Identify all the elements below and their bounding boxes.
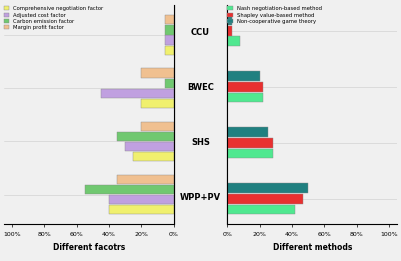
Bar [227,205,295,215]
Bar [227,138,273,148]
Bar [117,132,174,141]
Bar [141,68,174,78]
Legend: Nash negotiation-based method, Shapley value-based method, Non-cooperative game : Nash negotiation-based method, Shapley v… [227,6,322,24]
Bar [117,175,174,184]
Bar [141,99,174,108]
Text: CCU: CCU [191,28,210,37]
X-axis label: Different methods: Different methods [273,243,352,252]
Bar [166,25,174,35]
Bar [227,194,303,204]
Bar [141,122,174,131]
Bar [227,93,263,102]
Bar [227,82,263,92]
Bar [227,149,273,158]
Text: WPP+PV: WPP+PV [180,193,221,201]
Bar [227,26,232,36]
Bar [125,142,174,151]
Bar [101,89,174,98]
Bar [227,37,240,46]
Text: BWEC: BWEC [187,83,214,92]
Bar [166,15,174,25]
Bar [166,79,174,88]
Bar [109,195,174,204]
Bar [227,15,232,25]
Bar [227,183,308,193]
Legend: Comprehensive negotiation factor, Adjusted cost factor, Carbon emission factor, : Comprehensive negotiation factor, Adjust… [3,6,104,31]
Bar [166,35,174,45]
Bar [133,152,174,161]
Bar [166,45,174,55]
Bar [227,127,268,137]
X-axis label: Different facotrs: Different facotrs [53,243,125,252]
Bar [85,185,174,194]
Text: SHS: SHS [191,138,210,147]
Bar [109,205,174,215]
Bar [227,71,260,81]
